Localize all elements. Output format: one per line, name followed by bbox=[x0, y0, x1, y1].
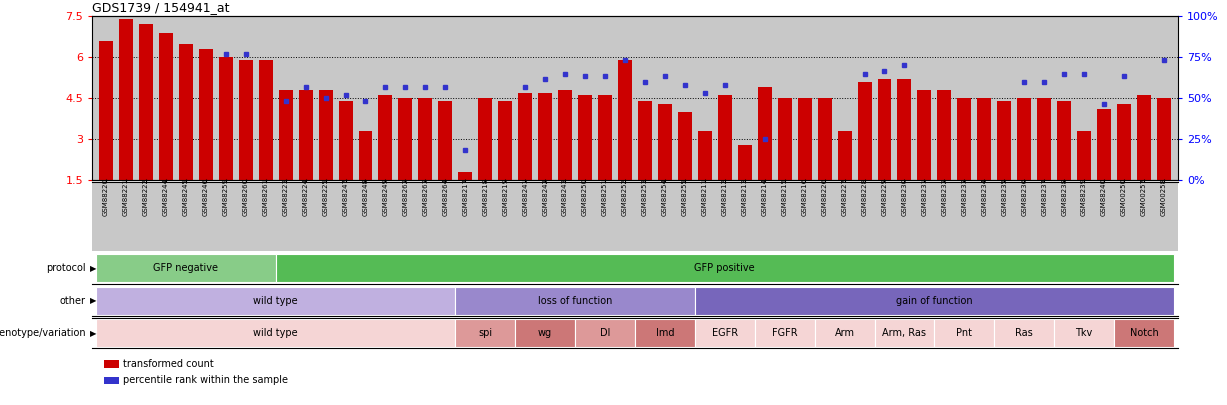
Bar bbox=[815, 319, 875, 347]
Bar bbox=[758, 87, 772, 180]
Text: Pnt: Pnt bbox=[956, 328, 972, 338]
Bar bbox=[319, 90, 333, 180]
Text: Notch: Notch bbox=[1130, 328, 1158, 338]
Bar bbox=[1137, 96, 1151, 180]
Bar bbox=[575, 319, 634, 347]
Bar bbox=[638, 101, 652, 180]
Bar bbox=[438, 101, 453, 180]
Text: other: other bbox=[60, 296, 86, 306]
Text: Tkv: Tkv bbox=[1076, 328, 1093, 338]
Bar bbox=[778, 98, 791, 180]
Bar bbox=[218, 57, 233, 180]
Bar bbox=[96, 287, 455, 315]
Text: Dl: Dl bbox=[600, 328, 610, 338]
Text: spi: spi bbox=[479, 328, 492, 338]
Bar bbox=[1097, 109, 1112, 180]
Bar bbox=[418, 98, 432, 180]
Text: GFP negative: GFP negative bbox=[153, 263, 218, 273]
Text: wg: wg bbox=[539, 328, 552, 338]
Bar bbox=[634, 319, 694, 347]
Bar bbox=[1058, 101, 1071, 180]
Bar bbox=[119, 19, 133, 180]
Bar bbox=[698, 131, 712, 180]
Bar bbox=[99, 41, 113, 180]
Text: Arm: Arm bbox=[834, 328, 854, 338]
Bar bbox=[935, 319, 994, 347]
Bar bbox=[459, 172, 472, 180]
Bar bbox=[897, 79, 912, 180]
Text: GDS1739 / 154941_at: GDS1739 / 154941_at bbox=[92, 1, 229, 14]
Bar bbox=[918, 90, 931, 180]
Bar bbox=[259, 60, 272, 180]
Bar bbox=[737, 145, 752, 180]
Bar bbox=[239, 60, 253, 180]
Text: FGFR: FGFR bbox=[772, 328, 798, 338]
Bar bbox=[399, 98, 412, 180]
Bar bbox=[455, 319, 515, 347]
Bar bbox=[498, 101, 512, 180]
Text: EGFR: EGFR bbox=[712, 328, 737, 338]
Bar bbox=[718, 96, 731, 180]
Bar bbox=[518, 93, 533, 180]
Text: wild type: wild type bbox=[253, 328, 298, 338]
Text: percentile rank within the sample: percentile rank within the sample bbox=[123, 375, 287, 385]
Bar bbox=[658, 104, 672, 180]
Bar bbox=[298, 90, 313, 180]
Bar bbox=[798, 98, 811, 180]
Bar bbox=[1117, 104, 1131, 180]
Bar bbox=[179, 44, 193, 180]
Text: Imd: Imd bbox=[655, 328, 674, 338]
Bar bbox=[994, 319, 1054, 347]
Bar bbox=[978, 98, 991, 180]
Bar bbox=[1054, 319, 1114, 347]
Bar bbox=[755, 319, 815, 347]
Text: loss of function: loss of function bbox=[537, 296, 612, 306]
Bar bbox=[598, 96, 612, 180]
Bar bbox=[279, 90, 292, 180]
Bar bbox=[1017, 98, 1031, 180]
Bar bbox=[358, 131, 373, 180]
Bar bbox=[558, 90, 572, 180]
Bar bbox=[578, 96, 593, 180]
Bar bbox=[1157, 98, 1171, 180]
Text: transformed count: transformed count bbox=[123, 359, 213, 369]
Bar bbox=[158, 32, 173, 180]
Bar bbox=[378, 96, 393, 180]
Bar bbox=[139, 24, 153, 180]
Bar bbox=[1077, 131, 1091, 180]
Bar bbox=[1114, 319, 1174, 347]
Text: gain of function: gain of function bbox=[896, 296, 973, 306]
Bar bbox=[455, 287, 694, 315]
Text: ▶: ▶ bbox=[90, 296, 96, 305]
Text: genotype/variation: genotype/variation bbox=[0, 328, 86, 338]
Bar bbox=[875, 319, 935, 347]
Text: Ras: Ras bbox=[1016, 328, 1033, 338]
Bar bbox=[677, 112, 692, 180]
Bar bbox=[199, 49, 212, 180]
Text: wild type: wild type bbox=[253, 296, 298, 306]
Bar bbox=[858, 82, 871, 180]
Bar bbox=[339, 101, 352, 180]
Bar bbox=[838, 131, 852, 180]
Bar bbox=[515, 319, 575, 347]
Bar bbox=[96, 254, 276, 282]
Text: ▶: ▶ bbox=[90, 264, 96, 273]
Bar bbox=[694, 319, 755, 347]
Text: GFP positive: GFP positive bbox=[694, 263, 755, 273]
Bar bbox=[998, 101, 1011, 180]
Bar bbox=[96, 319, 455, 347]
Bar bbox=[957, 98, 972, 180]
Text: protocol: protocol bbox=[47, 263, 86, 273]
Text: Arm, Ras: Arm, Ras bbox=[882, 328, 926, 338]
Text: ▶: ▶ bbox=[90, 328, 96, 338]
Bar bbox=[618, 60, 632, 180]
Bar bbox=[276, 254, 1174, 282]
Bar bbox=[877, 79, 892, 180]
Bar bbox=[1037, 98, 1052, 180]
Bar bbox=[817, 98, 832, 180]
Bar bbox=[539, 93, 552, 180]
Bar bbox=[694, 287, 1174, 315]
Bar bbox=[937, 90, 951, 180]
Bar bbox=[479, 98, 492, 180]
